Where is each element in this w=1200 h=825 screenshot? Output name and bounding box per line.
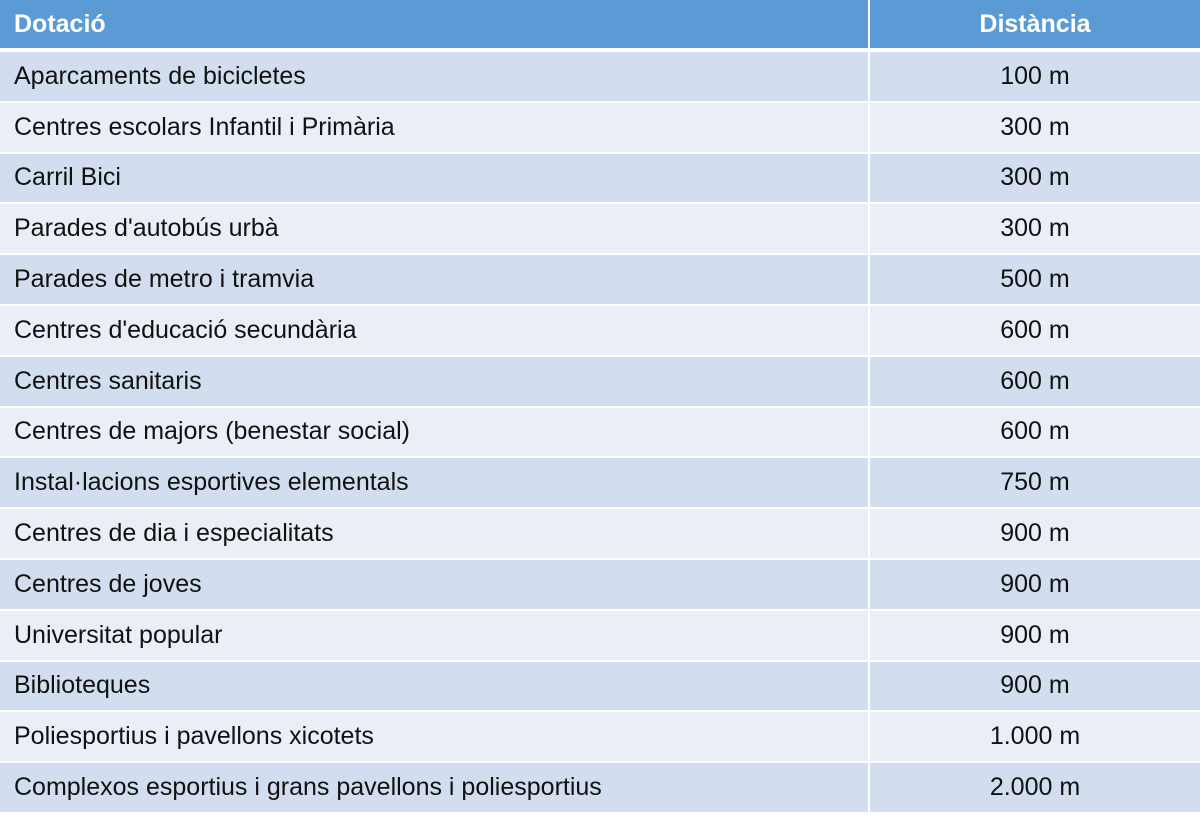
row-label: Centres d'educació secundària — [0, 305, 870, 355]
table-row: Biblioteques 900 m — [0, 661, 1200, 713]
table-row: Centres de joves 900 m — [0, 559, 1200, 611]
row-distance: 300 m — [1000, 214, 1070, 243]
row-distance: 100 m — [1000, 61, 1070, 90]
table-row: Centres d'educació secundària 600 m — [0, 305, 1200, 357]
row-distance: 2.000 m — [989, 773, 1081, 802]
table-row: Centres de majors (benestar social) 600 … — [0, 407, 1200, 459]
table-row: Poliesportius i pavellons xicotets 1.000… — [0, 712, 1200, 764]
row-label: Centres de joves — [0, 559, 870, 609]
row-label: Aparcaments de bicicletes — [0, 52, 870, 101]
table-row: Instal·lacions esportives elementals 750… — [0, 458, 1200, 510]
row-distance: 900 m — [1000, 519, 1070, 548]
row-distance: 900 m — [1000, 569, 1070, 598]
header-distancia: Distància — [979, 9, 1091, 38]
table-row: Aparcaments de bicicletes 100 m — [0, 52, 1200, 103]
row-distance: 900 m — [1000, 620, 1070, 649]
row-label: Centres de majors (benestar social) — [0, 407, 870, 457]
row-label: Instal·lacions esportives elementals — [0, 458, 870, 508]
row-distance: 1.000 m — [989, 722, 1081, 751]
header-dotacio: Dotació — [0, 0, 870, 48]
row-distance: 500 m — [1000, 265, 1070, 294]
table-row: Parades de metro i tramvia 500 m — [0, 255, 1200, 306]
row-distance: 750 m — [1000, 468, 1070, 497]
row-label: Universitat popular — [0, 610, 870, 660]
table-row: Complexos esportius i grans pavellons i … — [0, 763, 1200, 814]
row-distance: 900 m — [1000, 671, 1070, 700]
table-row: Universitat popular 900 m — [0, 610, 1200, 662]
row-label: Carril Bici — [0, 153, 870, 203]
table-row: Centres de dia i especialitats 900 m — [0, 509, 1200, 560]
row-label: Complexos esportius i grans pavellons i … — [0, 763, 870, 812]
table-header-row: Dotació Distància — [0, 0, 1200, 52]
row-label: Parades d'autobús urbà — [0, 204, 870, 254]
row-distance: 600 m — [1000, 366, 1070, 395]
row-distance: 600 m — [1000, 315, 1070, 344]
table-row: Centres escolars Infantil i Primària 300… — [0, 102, 1200, 154]
row-label: Biblioteques — [0, 661, 870, 711]
table-row: Parades d'autobús urbà 300 m — [0, 204, 1200, 256]
row-label: Centres sanitaris — [0, 356, 870, 406]
row-label: Parades de metro i tramvia — [0, 255, 870, 304]
row-distance: 600 m — [1000, 417, 1070, 446]
table-row: Centres sanitaris 600 m — [0, 356, 1200, 408]
row-label: Poliesportius i pavellons xicotets — [0, 712, 870, 762]
row-label: Centres escolars Infantil i Primària — [0, 102, 870, 152]
row-distance: 300 m — [1000, 112, 1070, 141]
table-row: Carril Bici 300 m — [0, 153, 1200, 205]
row-label: Centres de dia i especialitats — [0, 509, 870, 558]
row-distance: 300 m — [1000, 163, 1070, 192]
